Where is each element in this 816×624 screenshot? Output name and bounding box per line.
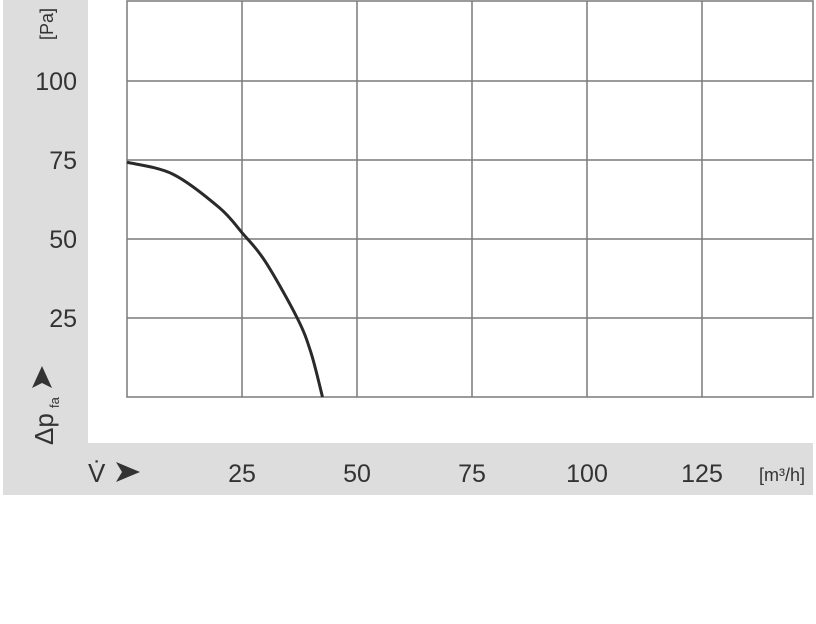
x-tick-label: 50 (343, 460, 371, 488)
x-axis-band (3, 443, 813, 495)
y-axis-label: Δp (29, 413, 59, 445)
y-tick-label: 25 (49, 305, 77, 333)
y-axis-arrow-icon (32, 366, 52, 388)
y-axis-title: Δp fa (29, 396, 62, 445)
x-tick-label: 25 (228, 460, 256, 488)
x-tick-label: 100 (566, 460, 608, 488)
y-axis-band (3, 0, 88, 495)
y-tick-label: 100 (35, 68, 77, 96)
x-axis-arrow-icon (116, 462, 140, 482)
x-axis-label: V̇ (88, 458, 106, 488)
x-unit-label: [m³/h] (759, 465, 805, 485)
grid (127, 1, 813, 397)
x-tick-label: 125 (681, 460, 723, 488)
series-curve (126, 160, 324, 398)
y-tick-label: 75 (49, 147, 77, 175)
x-tick-labels: 25 50 75 100 125 (228, 460, 723, 488)
plot-area (126, 0, 814, 398)
y-unit-label: [Pa] (37, 8, 57, 40)
y-tick-label: 50 (49, 226, 77, 254)
x-tick-label: 75 (458, 460, 486, 488)
y-tick-labels: 25 50 75 100 (35, 68, 77, 333)
y-axis-label-sub: fa (47, 396, 62, 408)
